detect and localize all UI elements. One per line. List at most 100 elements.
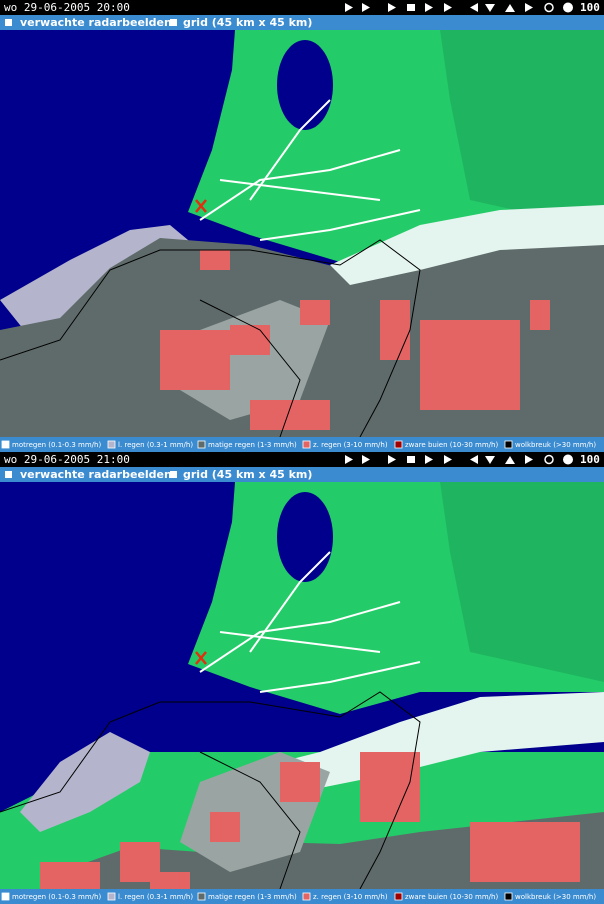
zoom-level: 100 bbox=[580, 453, 600, 466]
rain-heavy bbox=[160, 330, 230, 390]
control-button[interactable] bbox=[470, 455, 478, 464]
rain-heavy bbox=[380, 300, 410, 360]
legend-label: zware buien (10-30 mm/h) bbox=[405, 893, 498, 901]
legend-label: zware buien (10-30 mm/h) bbox=[405, 441, 498, 449]
legend-swatch bbox=[107, 892, 116, 901]
rain-heavy bbox=[360, 752, 420, 822]
zoom-out-button[interactable] bbox=[563, 454, 573, 465]
control-button[interactable] bbox=[362, 455, 370, 464]
zoom-in-button[interactable] bbox=[544, 2, 554, 13]
control-button[interactable] bbox=[444, 455, 452, 464]
radar-panel: wo 29-06-2005 21:00 100 verwachte radarbee… bbox=[0, 452, 604, 904]
legend-swatch bbox=[302, 440, 311, 449]
control-button[interactable] bbox=[407, 456, 415, 463]
legend-bar bbox=[0, 437, 604, 452]
tab-label[interactable]: verwachte radarbeelden bbox=[20, 16, 172, 29]
legend-label: motregen (0.1-0.3 mm/h) bbox=[12, 893, 101, 901]
toolbar bbox=[0, 0, 604, 15]
roads bbox=[199, 551, 421, 693]
legend-label: z. regen (3-10 mm/h) bbox=[313, 893, 388, 901]
land-east bbox=[440, 30, 604, 230]
radar-panel: wo 29-06-2005 20:00 100 verwachte radarbee… bbox=[0, 0, 604, 452]
rain-heavy bbox=[210, 812, 240, 842]
control-button[interactable] bbox=[388, 3, 396, 12]
control-button[interactable] bbox=[345, 455, 353, 464]
tab-checkbox[interactable] bbox=[5, 471, 12, 478]
land-east bbox=[440, 482, 604, 682]
legend-label: wolkbreuk (>30 mm/h) bbox=[515, 441, 596, 449]
legend-label: l. regen (0.3-1 mm/h) bbox=[118, 893, 193, 901]
legend-swatch bbox=[1, 892, 10, 901]
legend-label: l. regen (0.3-1 mm/h) bbox=[118, 441, 193, 449]
tab-bar bbox=[0, 467, 604, 482]
legend-label: z. regen (3-10 mm/h) bbox=[313, 441, 388, 449]
location-marker bbox=[195, 199, 207, 213]
rain-heavy bbox=[250, 400, 330, 430]
legend-swatch bbox=[1, 440, 10, 449]
legend-label: motregen (0.1-0.3 mm/h) bbox=[12, 441, 101, 449]
control-button[interactable] bbox=[525, 455, 533, 464]
control-button[interactable] bbox=[525, 3, 533, 12]
lake bbox=[277, 40, 333, 130]
rain-heavy bbox=[280, 762, 320, 802]
control-button[interactable] bbox=[485, 4, 495, 12]
legend-swatch bbox=[394, 892, 403, 901]
rain-drizzle bbox=[330, 205, 604, 285]
control-button[interactable] bbox=[505, 456, 515, 464]
roads bbox=[199, 99, 421, 241]
rain-heavy bbox=[40, 862, 100, 892]
borders bbox=[0, 691, 421, 890]
tab-checkbox[interactable] bbox=[170, 471, 177, 478]
tab-label[interactable]: verwachte radarbeelden bbox=[20, 468, 172, 481]
control-button[interactable] bbox=[444, 3, 452, 12]
lake bbox=[277, 492, 333, 582]
radar-map bbox=[0, 30, 604, 438]
control-button[interactable] bbox=[407, 4, 415, 11]
playback-controls bbox=[345, 2, 573, 13]
legend-swatch bbox=[197, 440, 206, 449]
legend-swatch bbox=[107, 440, 116, 449]
radar-map bbox=[0, 482, 604, 904]
control-button[interactable] bbox=[388, 455, 396, 464]
legend-swatch bbox=[302, 892, 311, 901]
rain-heavy bbox=[300, 300, 330, 325]
control-button[interactable] bbox=[425, 455, 433, 464]
zoom-out-button[interactable] bbox=[563, 2, 573, 13]
legend-swatch bbox=[197, 892, 206, 901]
control-button[interactable] bbox=[345, 3, 353, 12]
control-button[interactable] bbox=[505, 4, 515, 12]
control-button[interactable] bbox=[470, 3, 478, 12]
rain-heavy bbox=[470, 822, 580, 882]
legend-label: matige regen (1-3 mm/h) bbox=[208, 441, 297, 449]
playback-controls bbox=[345, 454, 573, 465]
tab-checkbox[interactable] bbox=[170, 19, 177, 26]
borders bbox=[0, 239, 421, 438]
rain-heavy bbox=[230, 325, 270, 355]
rain-heavy bbox=[530, 300, 550, 330]
rain-heavy bbox=[420, 320, 520, 410]
toolbar bbox=[0, 452, 604, 467]
control-button[interactable] bbox=[425, 3, 433, 12]
legend-bar bbox=[0, 889, 604, 904]
legend-label: wolkbreuk (>30 mm/h) bbox=[515, 893, 596, 901]
location-marker bbox=[195, 651, 207, 665]
timestamp: wo 29-06-2005 20:00 bbox=[4, 1, 130, 14]
legend-swatch bbox=[504, 892, 513, 901]
tab-bar bbox=[0, 15, 604, 30]
rain-light bbox=[20, 732, 150, 832]
tab-label[interactable]: grid (45 km x 45 km) bbox=[183, 16, 312, 29]
zoom-level: 100 bbox=[580, 1, 600, 14]
legend-swatch bbox=[394, 440, 403, 449]
tab-label[interactable]: grid (45 km x 45 km) bbox=[183, 468, 312, 481]
rain-heavy bbox=[200, 250, 230, 270]
legend-swatch bbox=[504, 440, 513, 449]
legend-label: matige regen (1-3 mm/h) bbox=[208, 893, 297, 901]
zoom-in-button[interactable] bbox=[544, 454, 554, 465]
rain-drizzle bbox=[240, 692, 604, 792]
control-button[interactable] bbox=[362, 3, 370, 12]
control-button[interactable] bbox=[485, 456, 495, 464]
tab-checkbox[interactable] bbox=[5, 19, 12, 26]
rain-heavy bbox=[150, 872, 190, 892]
timestamp: wo 29-06-2005 21:00 bbox=[4, 453, 130, 466]
